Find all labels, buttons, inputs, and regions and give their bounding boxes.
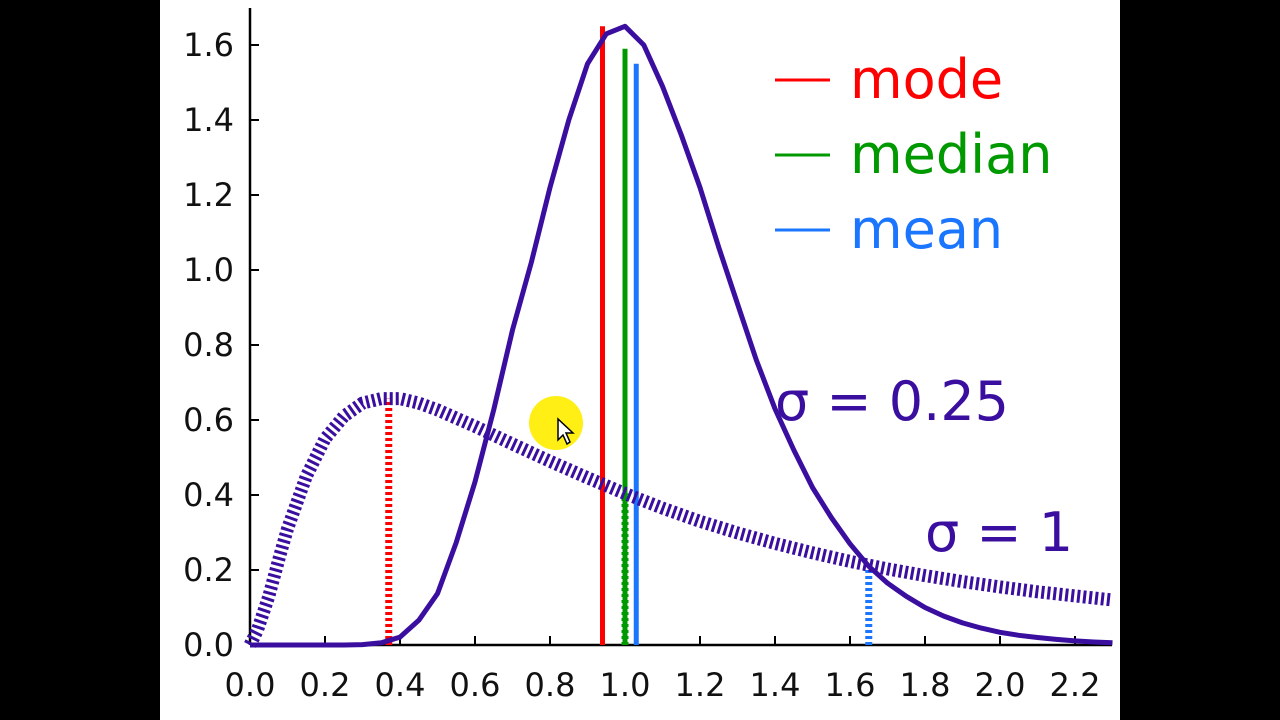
x-tick-label: 1.6 (825, 666, 876, 704)
x-tick-label: 1.0 (600, 666, 651, 704)
x-tick-label: 0.4 (375, 666, 426, 704)
x-tick-label: 0.0 (225, 666, 276, 704)
mouse-pointer-icon (557, 417, 575, 446)
y-tick-label: 0.0 (183, 626, 234, 664)
y-tick-label: 0.8 (183, 326, 234, 364)
chart-panel (160, 0, 1120, 720)
y-tick-label: 1.0 (183, 251, 234, 289)
y-tick-label: 0.6 (183, 401, 234, 439)
marker-lines (385, 26, 873, 645)
y-tick-label: 0.4 (183, 476, 234, 514)
x-tick-label: 1.8 (900, 666, 951, 704)
curves (244, 23, 1114, 648)
y-tick-label: 0.2 (183, 551, 234, 589)
x-tick-label: 0.8 (525, 666, 576, 704)
x-tick-label: 0.2 (300, 666, 351, 704)
axes: 0.0 0.2 0.4 0.6 0.8 1.0 1.2 1.4 1.6 0.0 0.2 0.4 0.6 0… (183, 8, 1112, 704)
sigma-025-label: σ = 0.25 (775, 370, 1009, 433)
sigma-1-curve (244, 392, 1114, 648)
cursor-highlight (529, 396, 583, 450)
legend-label-median: median (850, 123, 1052, 186)
legend: mode median mean (775, 48, 1052, 261)
y-tick-label: 1.2 (183, 176, 234, 214)
x-tick-label: 2.2 (1050, 666, 1101, 704)
y-tick-label: 1.6 (183, 26, 234, 64)
sigma-1-label: σ = 1 (925, 501, 1073, 564)
legend-label-mean: mean (850, 198, 1003, 261)
x-tick-label: 1.2 (675, 666, 726, 704)
y-tick-label: 1.4 (183, 101, 234, 139)
annotations: σ = 0.25 σ = 1 (775, 370, 1073, 564)
legend-label-mode: mode (850, 48, 1003, 111)
cursor-highlight-circle (529, 396, 583, 450)
x-tick-label: 1.4 (750, 666, 801, 704)
sigma-025-curve (250, 23, 1113, 648)
x-tick-label: 0.6 (450, 666, 501, 704)
x-tick-label: 2.0 (975, 666, 1026, 704)
